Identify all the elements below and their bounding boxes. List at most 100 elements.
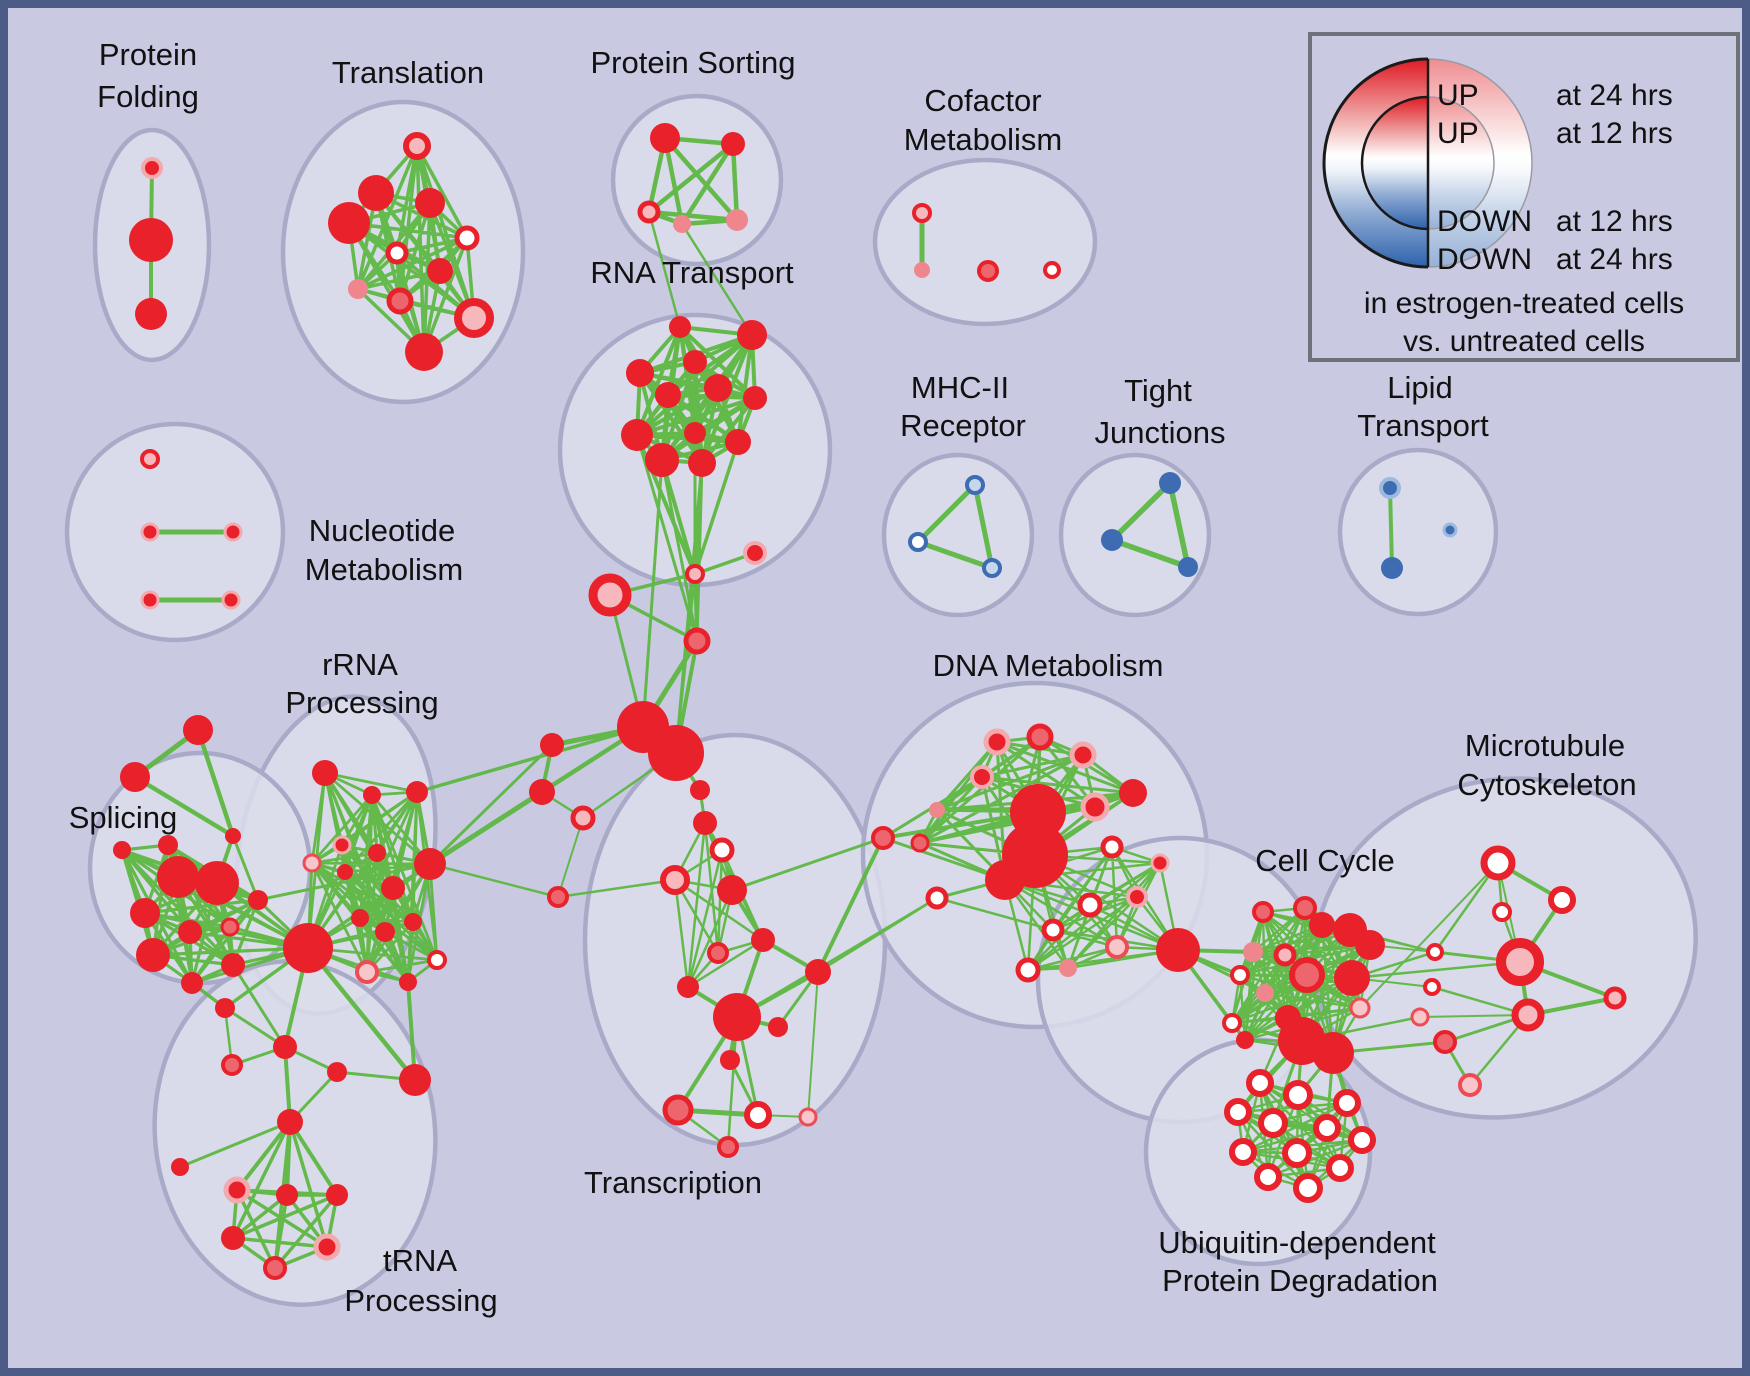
interaction-edge: [288, 1120, 329, 1249]
gene-node-wr: [1423, 978, 1441, 996]
cluster-label: Translation: [332, 55, 484, 90]
gene-node-rp: [140, 590, 160, 610]
gene-node-wr: [1100, 835, 1124, 859]
gene-node-r: [181, 972, 203, 994]
gene-node-r: [720, 1050, 740, 1070]
interaction-edge: [641, 458, 664, 729]
gene-node-r: [1312, 1032, 1354, 1074]
splicing-mesh: [120, 843, 310, 985]
cluster-label: Protein: [99, 37, 197, 72]
cluster-label: Processing: [285, 685, 438, 720]
cluster-label: Transcription: [584, 1165, 762, 1200]
gene-node-r: [215, 998, 235, 1018]
gene-node-wr: [1077, 892, 1103, 918]
interaction-edge: [305, 945, 418, 1083]
gene-node-bl: [1379, 477, 1401, 499]
gene-node-pp: [355, 960, 379, 984]
gene-node-r: [120, 762, 150, 792]
gene-node-r: [381, 876, 405, 900]
gene-node-r: [427, 258, 453, 284]
gene-node-wr: [709, 837, 735, 863]
gene-node-r: [669, 316, 691, 338]
legend: UP at 24 hrs UP at 12 hrs DOWN at 12 hrs DOWN a…: [1308, 32, 1740, 362]
gene-node-r: [113, 841, 131, 859]
gene-node-b: [1101, 529, 1123, 551]
gene-node-r: [136, 938, 170, 972]
gene-node-pr: [912, 203, 932, 223]
gene-node-r: [650, 123, 680, 153]
gene-node-wr: [1254, 1163, 1282, 1191]
gene-node-r: [414, 848, 446, 880]
gene-node-r: [1355, 930, 1385, 960]
interaction-edge: [288, 1120, 339, 1197]
translation-mesh: [347, 144, 476, 354]
gene-node-r: [677, 976, 699, 998]
gene-node-r: [415, 188, 445, 218]
gene-node-pp: [1410, 1007, 1430, 1027]
protein-sorting-mesh: [646, 135, 740, 227]
gene-node-wr: [1326, 1154, 1354, 1182]
gene-node-r: [221, 1226, 245, 1250]
gene-node-wr: [1492, 902, 1512, 922]
gene-node-r: [399, 1064, 431, 1096]
gene-node-r: [540, 733, 564, 757]
gene-node-wr: [1229, 1138, 1257, 1166]
interaction-edge: [807, 971, 819, 1118]
gene-node-r: [688, 449, 716, 477]
label-layer: Protein Folding Translation Protein Sorting…: [69, 37, 1637, 1318]
gene-node-pp: [1458, 1073, 1482, 1097]
gene-node-rr: [386, 287, 414, 315]
legend-caption: in estrogen-treated cells: [1364, 287, 1684, 320]
gene-node-rr: [977, 260, 999, 282]
cluster-label: Transport: [1357, 408, 1489, 443]
cluster-label: Receptor: [900, 408, 1026, 443]
gene-node-r: [751, 928, 775, 952]
gene-node-r: [178, 920, 202, 944]
gene-node-pr: [1603, 986, 1627, 1010]
interaction-edge: [647, 210, 682, 329]
gene-node-wr: [744, 1101, 772, 1129]
gene-node-rr: [1433, 1030, 1457, 1054]
gene-node-wr: [925, 886, 949, 910]
cluster-label: Tight: [1124, 373, 1192, 408]
interaction-edge: [693, 440, 740, 576]
gene-node-wr: [1293, 1173, 1323, 1203]
cluster-label: Processing: [344, 1283, 497, 1318]
gene-node-r: [358, 175, 394, 211]
gene-node-r: [655, 382, 681, 408]
gene-node-rp: [1150, 853, 1170, 873]
cluster-label: Ubiquitin-dependent: [1158, 1225, 1436, 1260]
interaction-edge: [674, 572, 697, 755]
gene-node-wr: [454, 225, 480, 251]
cluster-ellipse-lipid-transport: [1337, 447, 1499, 617]
gene-node-r: [327, 1062, 347, 1082]
cluster-label: Metabolism: [305, 552, 464, 587]
legend-row-time: at 24 hrs: [1556, 79, 1673, 112]
gene-node-rp: [332, 835, 352, 855]
interaction-edge: [1359, 862, 1499, 1009]
cluster-ellipse-mhc-ii-receptor: [881, 452, 1035, 618]
gene-node-rp: [983, 728, 1011, 756]
gene-node-rr: [547, 886, 569, 908]
legend-donut-fade-half: [1428, 59, 1532, 267]
gene-node-p: [673, 215, 691, 233]
gene-node-wr: [1015, 957, 1041, 983]
gene-node-b: [1381, 557, 1403, 579]
gene-node-rr: [1252, 901, 1274, 923]
gene-node-p: [1243, 942, 1263, 962]
cluster-label: Metabolism: [904, 122, 1063, 157]
gene-node-r: [158, 835, 178, 855]
gene-node-r: [737, 320, 767, 350]
gene-node-rr: [683, 627, 711, 655]
gene-node-r: [129, 218, 173, 262]
cluster-label: RNA Transport: [590, 255, 794, 290]
gene-node-wr: [1230, 965, 1250, 985]
interaction-edge: [635, 433, 699, 643]
gene-node-wr: [385, 241, 409, 265]
interaction-edge: [730, 836, 885, 892]
gene-node-wr: [1348, 1126, 1376, 1154]
interaction-edge: [557, 817, 584, 898]
gene-node-rp: [1069, 741, 1097, 769]
legend-row-time: at 12 hrs: [1556, 205, 1673, 238]
gene-node-r: [225, 828, 241, 844]
